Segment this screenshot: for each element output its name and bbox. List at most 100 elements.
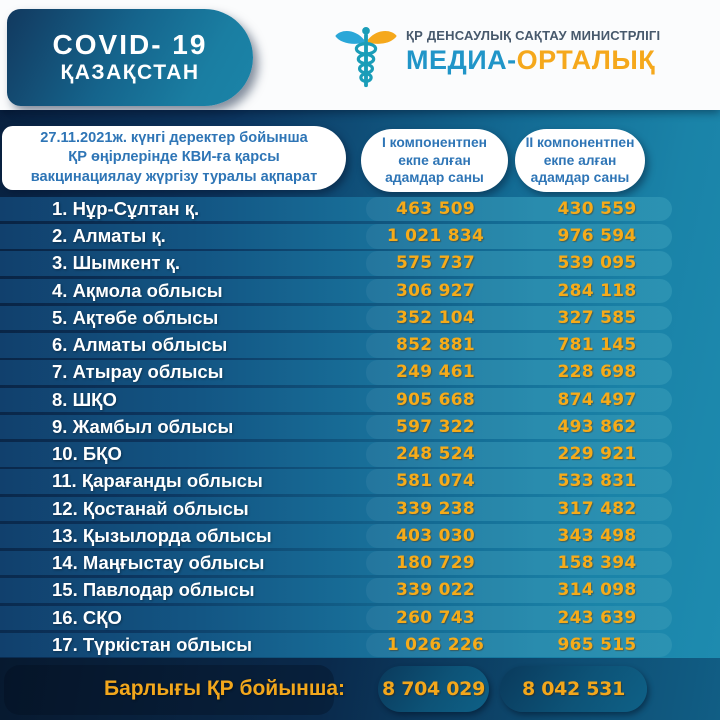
component1-count: 248 524 [396, 444, 475, 465]
region-name: 8. ШҚО [52, 388, 117, 410]
col1-line1: I компонентпен [381, 134, 488, 150]
table-row: 9. Жамбыл облысы 597 322 493 862 [0, 414, 672, 440]
table-row: 5. Ақтөбе облысы 352 104 327 585 [0, 305, 672, 331]
component1-count: 339 238 [396, 498, 475, 519]
region-name: 15. Павлодар облысы [52, 579, 255, 601]
row-highlight [366, 632, 672, 658]
badge-title: COVID- 19 [52, 28, 208, 60]
component1-count: 581 074 [396, 471, 475, 492]
component2-count: 314 098 [557, 580, 637, 601]
region-name: 7. Атырау облысы [52, 361, 224, 383]
table-row: 11. Қарағанды облысы 581 074 533 831 [0, 469, 672, 494]
column-header-component2: II компонентпен екпе алған адамдар саны [515, 129, 645, 192]
report-description-box: 27.11.2021ж. күнгі деректер бойынша ҚР ө… [2, 126, 346, 190]
component1-count: 306 927 [396, 280, 475, 301]
row-highlight [366, 278, 672, 304]
table-row: 1. Нұр-Сұлтан қ. 463 509 430 559 [0, 197, 672, 222]
col1-line2: екпе алған [398, 152, 471, 168]
component2-count: 327 585 [557, 307, 637, 328]
logo-text: ҚР ДЕНСАУЛЫҚ САҚТАУ МИНИСТРЛІГІ МЕДИА-ОР… [406, 28, 706, 76]
media-center-title: МЕДИА-ОРТАЛЫҚ [406, 45, 706, 76]
region-name: 10. БҚО [52, 443, 122, 465]
region-name: 3. Шымкент қ. [52, 252, 180, 274]
report-description-line2: ҚР өңірлерінде КВИ-ға қарсы [68, 149, 280, 166]
component2-count: 781 145 [557, 335, 637, 356]
region-name: 6. Алматы облысы [52, 334, 228, 356]
table-row: 13. Қызылорда облысы 403 030 343 498 [0, 523, 672, 549]
row-highlight [366, 333, 672, 358]
table-row: 6. Алматы облысы 852 881 781 145 [0, 333, 672, 358]
row-highlight [366, 360, 672, 385]
component2-count: 229 921 [557, 444, 637, 465]
total-component1-pill: 8 704 029 [378, 666, 489, 712]
region-name: 11. Қарағанды облысы [52, 470, 263, 492]
component1-count: 463 509 [396, 199, 475, 219]
table-row: 17. Түркістан облысы 1 026 226 965 515 [0, 632, 672, 658]
table-row: 3. Шымкент қ. 575 737 539 095 [0, 251, 672, 276]
caduceus-icon [335, 27, 397, 88]
report-description-line1: 27.11.2021ж. күнгі деректер бойынша [40, 129, 308, 146]
totals-shade [4, 665, 334, 715]
row-highlight [366, 197, 672, 222]
total-component1-value: 8 704 029 [381, 678, 486, 700]
header-band: COVID- 19 ҚАЗАҚСТАН ҚР ДЕНСАУЛЫҚ САҚТАУ … [0, 0, 720, 110]
center-word: ОРТАЛЫҚ [516, 45, 656, 75]
component2-count: 533 831 [557, 471, 637, 492]
media-word: МЕДИА- [406, 45, 517, 75]
table-row: 7. Атырау облысы 249 461 228 698 [0, 360, 672, 385]
component1-count: 1 026 226 [386, 634, 485, 655]
row-highlight [366, 605, 672, 630]
region-name: 1. Нұр-Сұлтан қ. [52, 198, 200, 219]
row-highlight [366, 496, 672, 521]
region-name: 17. Түркістан облысы [52, 633, 253, 655]
component1-count: 597 322 [396, 416, 475, 437]
row-highlight [366, 224, 672, 249]
covid19-kazakhstan-badge: COVID- 19 ҚАЗАҚСТАН [7, 9, 253, 106]
media-center-logo: ҚР ДЕНСАУЛЫҚ САҚТАУ МИНИСТРЛІГІ МЕДИА-ОР… [334, 20, 714, 100]
col2-line3: адамдар саны [530, 170, 630, 186]
table-row: 16. СҚО 260 743 243 639 [0, 605, 672, 630]
component2-count: 965 515 [557, 634, 637, 655]
table-row: 12. Қостанай облысы 339 238 317 482 [0, 496, 672, 521]
total-component2-pill: 8 042 531 [500, 666, 647, 712]
row-highlight [366, 523, 672, 549]
component1-count: 905 668 [396, 389, 475, 410]
table-row: 14. Маңғыстау облысы 180 729 158 394 [0, 551, 672, 576]
total-component2-value: 8 042 531 [521, 678, 626, 700]
table-row: 15. Павлодар облысы 339 022 314 098 [0, 578, 672, 603]
region-name: 13. Қызылорда облысы [52, 524, 272, 546]
row-highlight [366, 578, 672, 603]
row-highlight [366, 551, 672, 576]
region-name: 9. Жамбыл облысы [52, 415, 234, 437]
row-highlight [366, 442, 672, 467]
component1-count: 352 104 [396, 307, 475, 328]
component1-count: 180 729 [396, 553, 475, 574]
row-highlight [366, 414, 672, 440]
report-description-line3: вакцинациялау жүргізу туралы ақпарат [30, 168, 318, 185]
component2-count: 284 118 [557, 280, 637, 301]
col2-line1: II компонентпен [525, 134, 635, 150]
component2-count: 343 498 [557, 525, 637, 546]
component2-count: 228 698 [557, 362, 637, 383]
component1-count: 339 022 [396, 580, 475, 601]
region-name: 12. Қостанай облысы [52, 497, 249, 519]
region-name: 4. Ақмола облысы [52, 279, 223, 301]
component1-count: 403 030 [396, 525, 475, 546]
row-highlight [366, 305, 672, 331]
region-name: 5. Ақтөбе облысы [52, 306, 219, 328]
component2-count: 493 862 [557, 416, 637, 437]
component2-count: 158 394 [557, 553, 637, 574]
component1-count: 249 461 [396, 362, 475, 383]
regions-table: 1. Нұр-Сұлтан қ. 463 509 430 559 2. Алматы… [0, 197, 720, 660]
table-row: 2. Алматы қ. 1 021 834 976 594 [0, 224, 672, 249]
totals-band: Барлығы ҚР бойынша: 8 704 029 8 042 531 [0, 658, 720, 720]
row-highlight [366, 387, 672, 413]
region-name: 16. СҚО [52, 606, 122, 628]
table-row: 4. Ақмола облысы 306 927 284 118 [0, 278, 672, 304]
table-row: 10. БҚО 248 524 229 921 [0, 442, 672, 467]
component1-count: 852 881 [396, 335, 475, 356]
row-highlight [366, 469, 672, 494]
component2-count: 539 095 [557, 253, 637, 274]
component2-count: 976 594 [557, 226, 637, 247]
